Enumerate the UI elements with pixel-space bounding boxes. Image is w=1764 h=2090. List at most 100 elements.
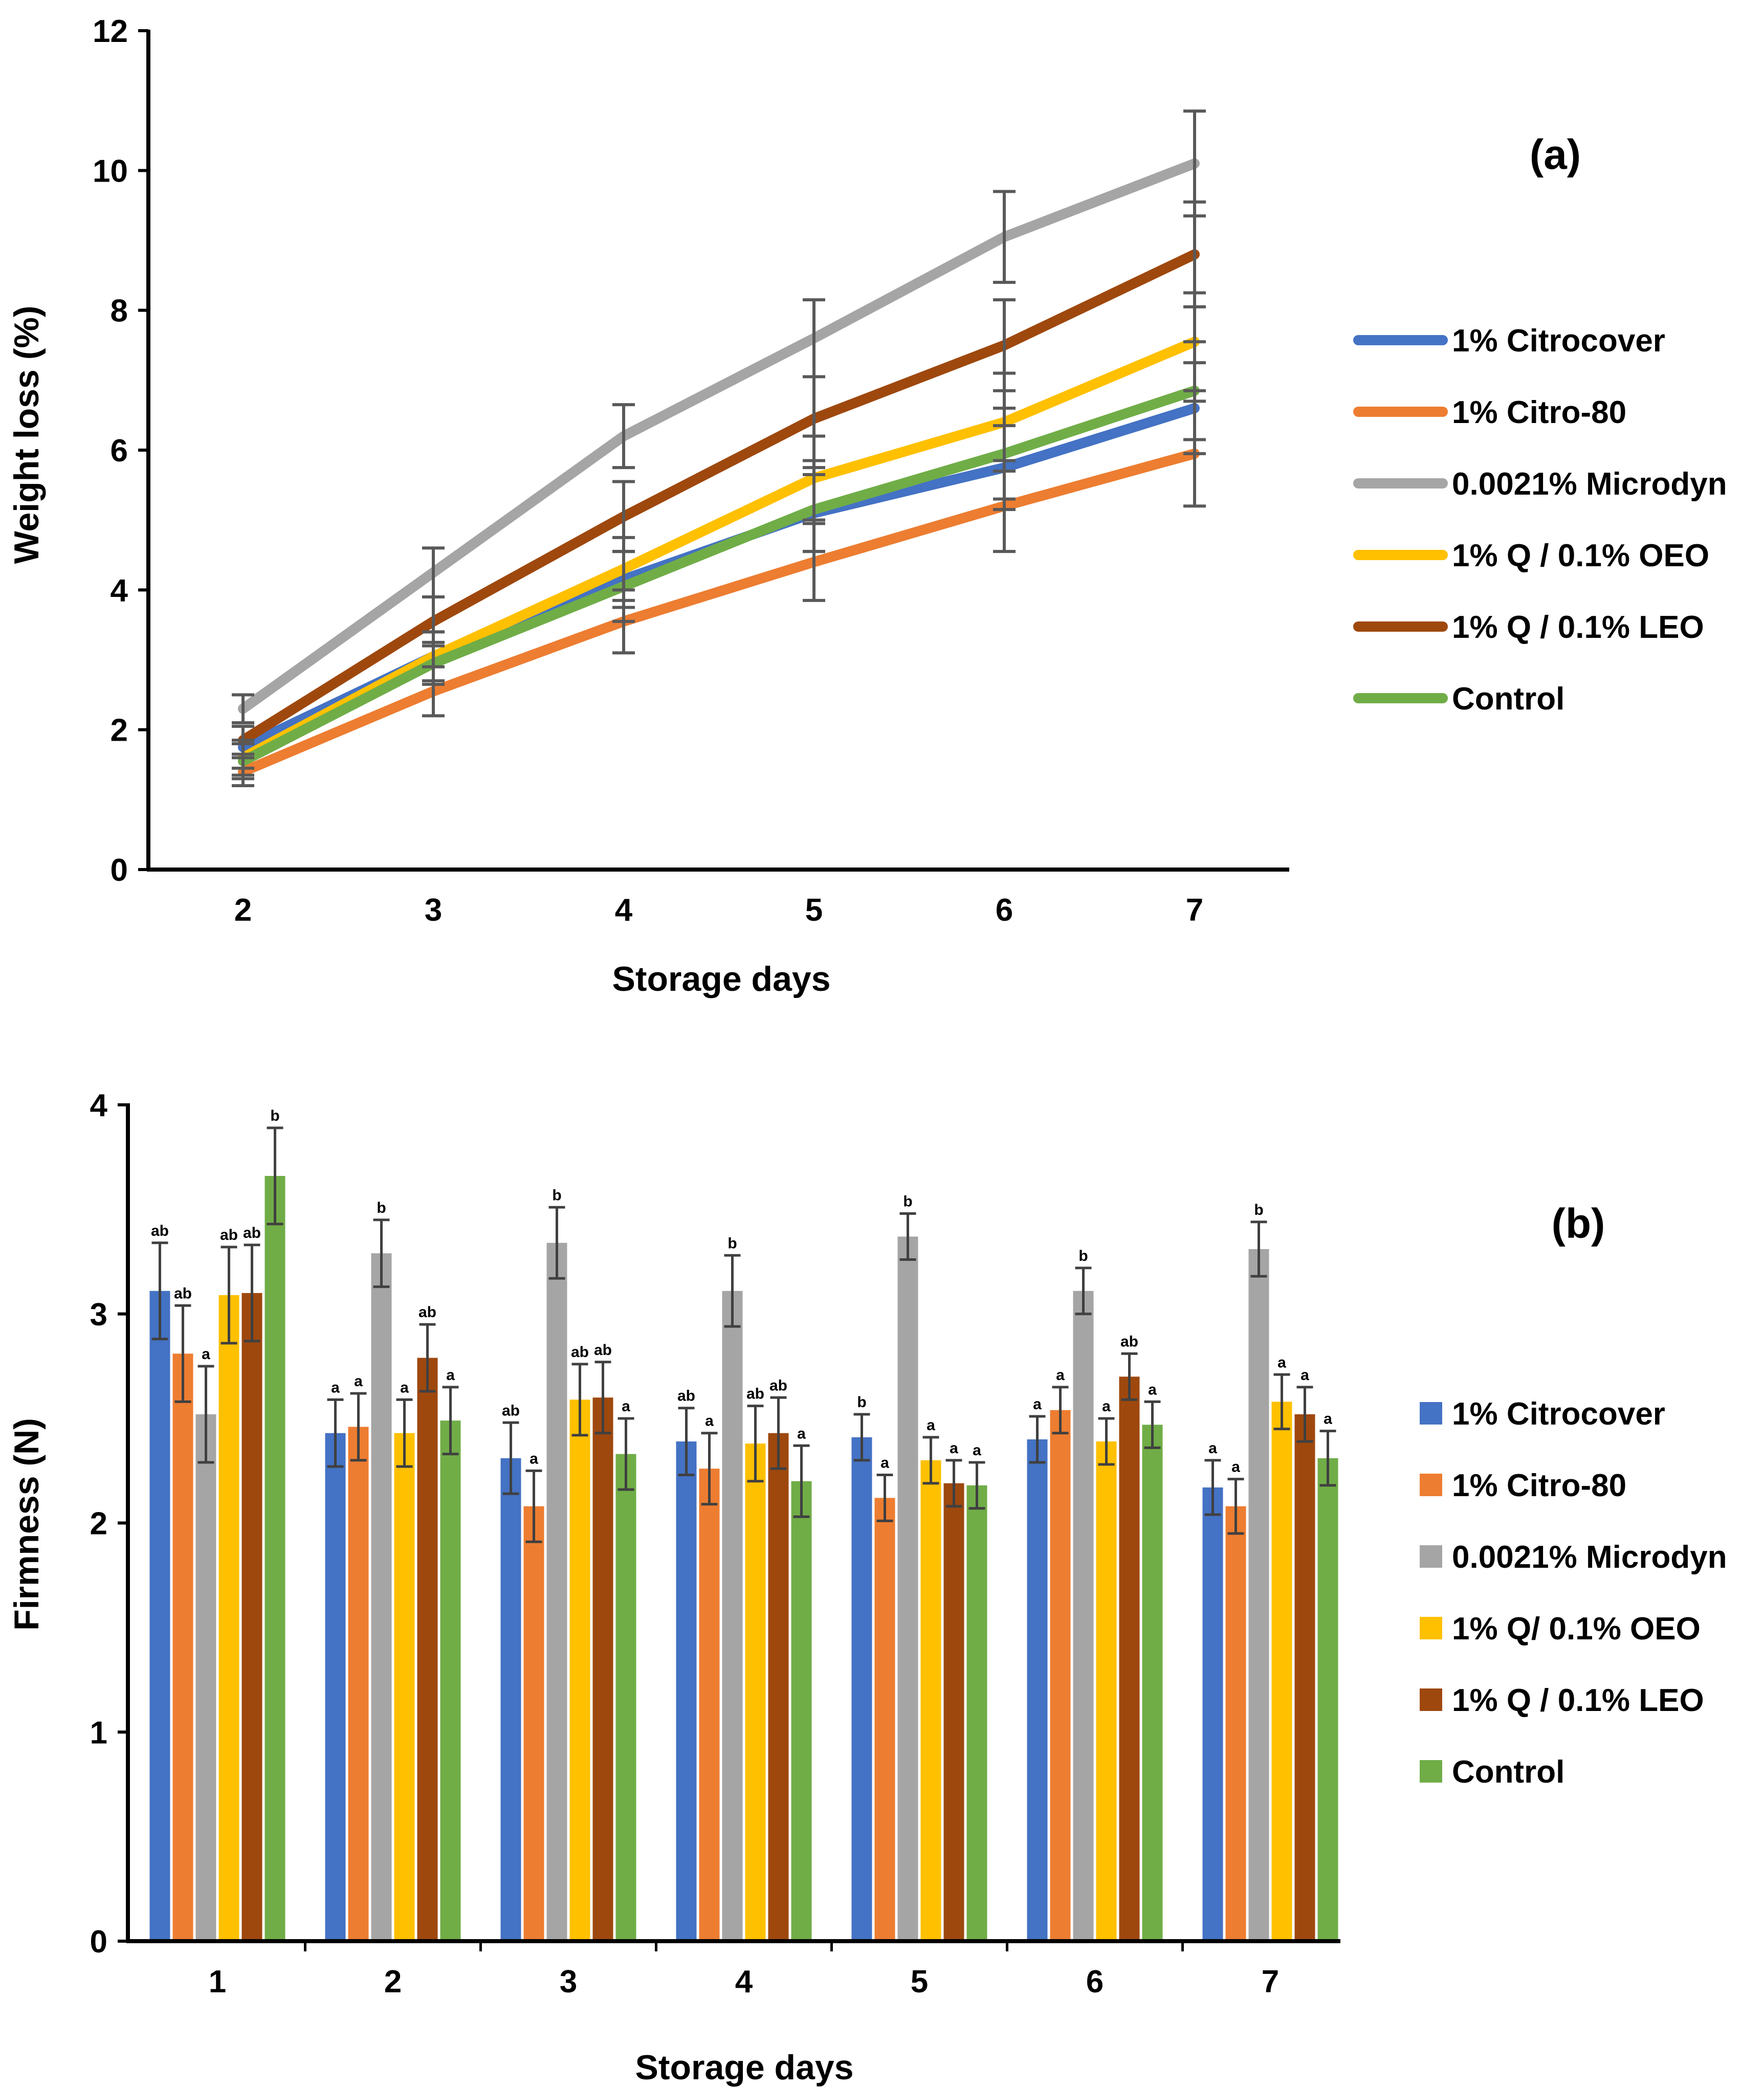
letter-0-0021-microdyn-day-1: a — [202, 1346, 210, 1363]
letter-1-citro-80-day-7: a — [1231, 1459, 1240, 1476]
bar-1-q-0-1-oeo-day-3 — [569, 1399, 590, 1941]
error-bar-1-q-0-1-oeo-day-1 — [220, 1246, 237, 1345]
error-bar-control-day-3 — [422, 640, 445, 686]
legend-item-1-q-0-1-leo: 1% Q / 0.1% LEO — [1420, 1683, 1704, 1718]
error-bar-1-q-0-1-leo-day-6 — [993, 298, 1016, 392]
legend-swatch-1-citrocover — [1420, 1402, 1442, 1425]
error-bar-control-day-7 — [1183, 340, 1206, 441]
legend-label-1-citro-80: 1% Citro-80 — [1452, 1468, 1626, 1503]
x-tick-label-4: 4 — [615, 893, 633, 928]
legend-label-1-citrocover: 1% Citrocover — [1452, 323, 1665, 359]
bar-control-day-3 — [615, 1454, 636, 1941]
letter-1-q-0-1-oeo-day-4: ab — [746, 1386, 764, 1403]
bar-1-q-0-1-leo-day-3 — [592, 1397, 613, 1941]
firmness-x-ticks: 1 2 3 4 5 6 7 — [209, 1941, 1279, 1999]
series-line-1-q-0-1-leo — [238, 249, 1200, 746]
bar-0-0021-microdyn-day-2 — [371, 1253, 392, 1941]
letter-control-day-5: a — [973, 1442, 981, 1459]
error-bar-1-q-0-1-oeo-day-7 — [1273, 1373, 1290, 1431]
y-tick-label-0: 0 — [90, 1924, 107, 1960]
firmness-legend: 1% Citrocover 1% Citro-80 0.0021% Microdyn… — [1420, 1396, 1727, 1790]
letter-control-day-2: a — [446, 1367, 455, 1384]
error-bar-1-citro-80-day-3 — [525, 1469, 542, 1543]
bar-1-q-0-1-oeo-day-2 — [394, 1433, 415, 1941]
bar-control-day-7 — [1317, 1458, 1338, 1941]
error-bar-0-0021-microdyn-day-6 — [993, 190, 1016, 284]
letter-0-0021-microdyn-day-3: b — [552, 1187, 561, 1204]
letter-1-q-0-1-leo-day-7: a — [1300, 1367, 1309, 1384]
letter-1-citro-80-day-3: a — [530, 1450, 538, 1467]
bar-0-0021-microdyn-day-7 — [1248, 1249, 1269, 1941]
legend-label-1-q-0-1-leo: 1% Q / 0.1% LEO — [1452, 1683, 1704, 1718]
error-bar-1-q-0-1-leo-day-3 — [594, 1361, 611, 1435]
legend-item-1-q-0-1-leo: 1% Q / 0.1% LEO — [1353, 610, 1704, 645]
bar-0-0021-microdyn-day-6 — [1073, 1291, 1094, 1941]
error-bar-1-q-0-1-leo-day-1 — [244, 1243, 260, 1343]
bar-1-q-0-1-oeo-day-1 — [218, 1295, 239, 1941]
bar-1-citrocover-day-1 — [149, 1291, 170, 1941]
x-tick-label-5: 5 — [805, 893, 823, 928]
legend-label-1-citro-80: 1% Citro-80 — [1452, 395, 1626, 430]
legend-label-control: Control — [1452, 1754, 1564, 1790]
weight-loss-error-bars — [232, 109, 1206, 787]
y-tick-label-0: 0 — [111, 853, 128, 888]
weight-loss-line-chart: 0 2 4 6 8 10 12 2 3 4 5 6 7 Weight loss (%) Storage… — [7, 14, 1727, 998]
legend-item-1-q-0-1-oeo: 1% Q/ 0.1% OEO — [1420, 1611, 1701, 1647]
panel-label-a: (a) — [1530, 131, 1581, 178]
bar-control-day-1 — [264, 1175, 285, 1941]
x-tick-label-7: 7 — [1186, 893, 1203, 928]
error-bar-control-day-6 — [1144, 1400, 1161, 1449]
y-tick-label-2: 2 — [111, 713, 128, 748]
bar-1-citro-80-day-2 — [348, 1427, 369, 1941]
y-tick-label-3: 3 — [90, 1297, 107, 1332]
x-tick-label-3: 3 — [425, 893, 442, 928]
weight-loss-y-axis-title: Weight loss (%) — [7, 306, 46, 564]
legend-item-control: Control — [1353, 681, 1564, 717]
bar-1-q-0-1-leo-day-2 — [417, 1358, 438, 1941]
legend-item-1-citrocover: 1% Citrocover — [1420, 1396, 1665, 1432]
letter-control-day-6: a — [1148, 1381, 1157, 1398]
bar-1-citro-80-day-4 — [699, 1469, 720, 1941]
letter-0-0021-microdyn-day-5: b — [903, 1193, 912, 1210]
letter-1-citro-80-day-6: a — [1056, 1367, 1065, 1384]
bar-1-citrocover-day-2 — [325, 1433, 346, 1941]
legend-swatch-1-citro-80 — [1420, 1474, 1442, 1496]
letter-0-0021-microdyn-day-4: b — [727, 1235, 737, 1252]
error-bar-0-0021-microdyn-day-5 — [899, 1212, 916, 1261]
error-bar-1-citrocover-day-4 — [678, 1407, 695, 1476]
bar-1-citrocover-day-4 — [676, 1441, 697, 1941]
error-bar-1-q-0-1-oeo-day-6 — [1098, 1417, 1115, 1466]
error-bar-control-day-4 — [793, 1444, 810, 1518]
error-bar-1-citro-80-day-7 — [1227, 1478, 1244, 1535]
error-bar-1-citrocover-day-2 — [327, 1398, 344, 1468]
legend-label-0-0021-microdyn: 0.0021% Microdyn — [1452, 1540, 1727, 1575]
series-line-1-citro-80 — [238, 448, 1200, 777]
letter-0-0021-microdyn-day-7: b — [1254, 1202, 1263, 1218]
y-tick-label-10: 10 — [93, 153, 128, 189]
letter-control-day-3: a — [622, 1398, 630, 1415]
firmness-x-axis-title: Storage days — [635, 2048, 853, 2087]
bar-1-q-0-1-oeo-day-5 — [920, 1460, 941, 1941]
error-bar-1-citro-80-day-5 — [876, 1473, 893, 1522]
error-bar-control-day-4 — [612, 550, 635, 623]
letter-1-q-0-1-leo-day-2: ab — [418, 1304, 436, 1321]
bar-0-0021-microdyn-day-5 — [897, 1236, 918, 1941]
legend-label-1-q-0-1-oeo: 1% Q/ 0.1% OEO — [1452, 1611, 1701, 1647]
error-bar-1-q-0-1-leo-day-4 — [770, 1396, 787, 1470]
letter-1-citrocover-day-4: ab — [677, 1388, 695, 1405]
letter-1-citrocover-day-3: ab — [502, 1402, 520, 1419]
panel-label-b: (b) — [1552, 1200, 1605, 1247]
error-bar-control-day-1 — [267, 1126, 283, 1226]
bar-1-q-0-1-oeo-day-4 — [745, 1443, 766, 1941]
letter-1-q-0-1-leo-day-5: a — [950, 1440, 958, 1457]
letter-1-q-0-1-leo-day-6: ab — [1120, 1333, 1138, 1350]
legend-item-1-citro-80: 1% Citro-80 — [1420, 1468, 1626, 1503]
weight-loss-series-lines — [238, 158, 1200, 777]
legend-item-1-citrocover: 1% Citrocover — [1353, 323, 1665, 359]
y-tick-label-8: 8 — [111, 294, 128, 329]
bar-1-citrocover-day-6 — [1027, 1439, 1048, 1941]
legend-label-1-q-0-1-oeo: 1% Q / 0.1% OEO — [1452, 538, 1709, 573]
legend-item-1-citro-80: 1% Citro-80 — [1353, 395, 1626, 430]
error-bar-1-citrocover-day-7 — [1204, 1459, 1221, 1516]
x-tick-label-6: 6 — [996, 893, 1013, 928]
